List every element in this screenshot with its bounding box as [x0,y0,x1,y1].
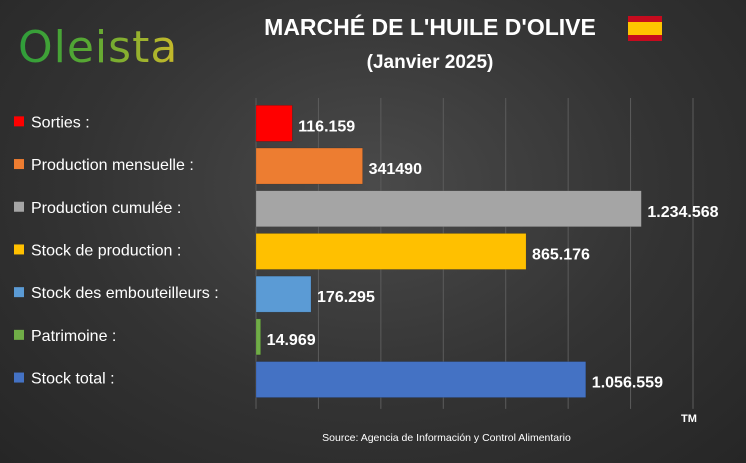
category-label: Stock total : [31,371,115,388]
bar [255,190,642,227]
bar [255,147,363,185]
legend-marker [14,201,24,212]
category-label: Stock des embouteilleurs : [31,285,219,302]
legend-marker [14,159,24,170]
data-label: 865.176 [532,246,590,263]
bar [255,361,587,398]
legend-marker [14,372,24,383]
data-label: 341490 [369,161,422,178]
data-label: 1.056.559 [592,375,663,392]
data-label: 176.295 [317,289,375,306]
bar [255,233,527,270]
data-label: 14.969 [267,332,316,349]
legend-marker [14,244,24,255]
bar [255,105,293,142]
legend-marker [14,287,24,298]
category-label: Production cumulée : [31,200,181,217]
trademark-mark: TM [681,413,697,425]
legend-marker [14,329,24,340]
source-note: Source: Agencia de Información y Control… [322,432,571,444]
chart-category-labels: Sorties : Production mensuelle : Productio… [14,114,219,388]
bar [255,318,261,356]
category-label: Patrimoine : [31,328,116,345]
data-label: 1.234.568 [647,204,718,221]
chart-bars: 116.159 341490 1.234.568 865.176 176.295 14.9… [255,105,719,398]
category-label: Sorties : [31,114,90,131]
bar [255,275,312,313]
chart-subtitle: (Janvier 2025) [366,52,494,73]
chart-title: MARCHÉ DE L'HUILE D'OLIVE [264,14,596,40]
legend-marker [14,116,24,127]
data-label: 116.159 [298,118,355,135]
spain-flag-icon [628,16,662,41]
oleista-logo: Oleista [18,22,179,73]
category-label: Stock de production : [31,242,181,259]
category-label: Production mensuelle : [31,157,194,174]
